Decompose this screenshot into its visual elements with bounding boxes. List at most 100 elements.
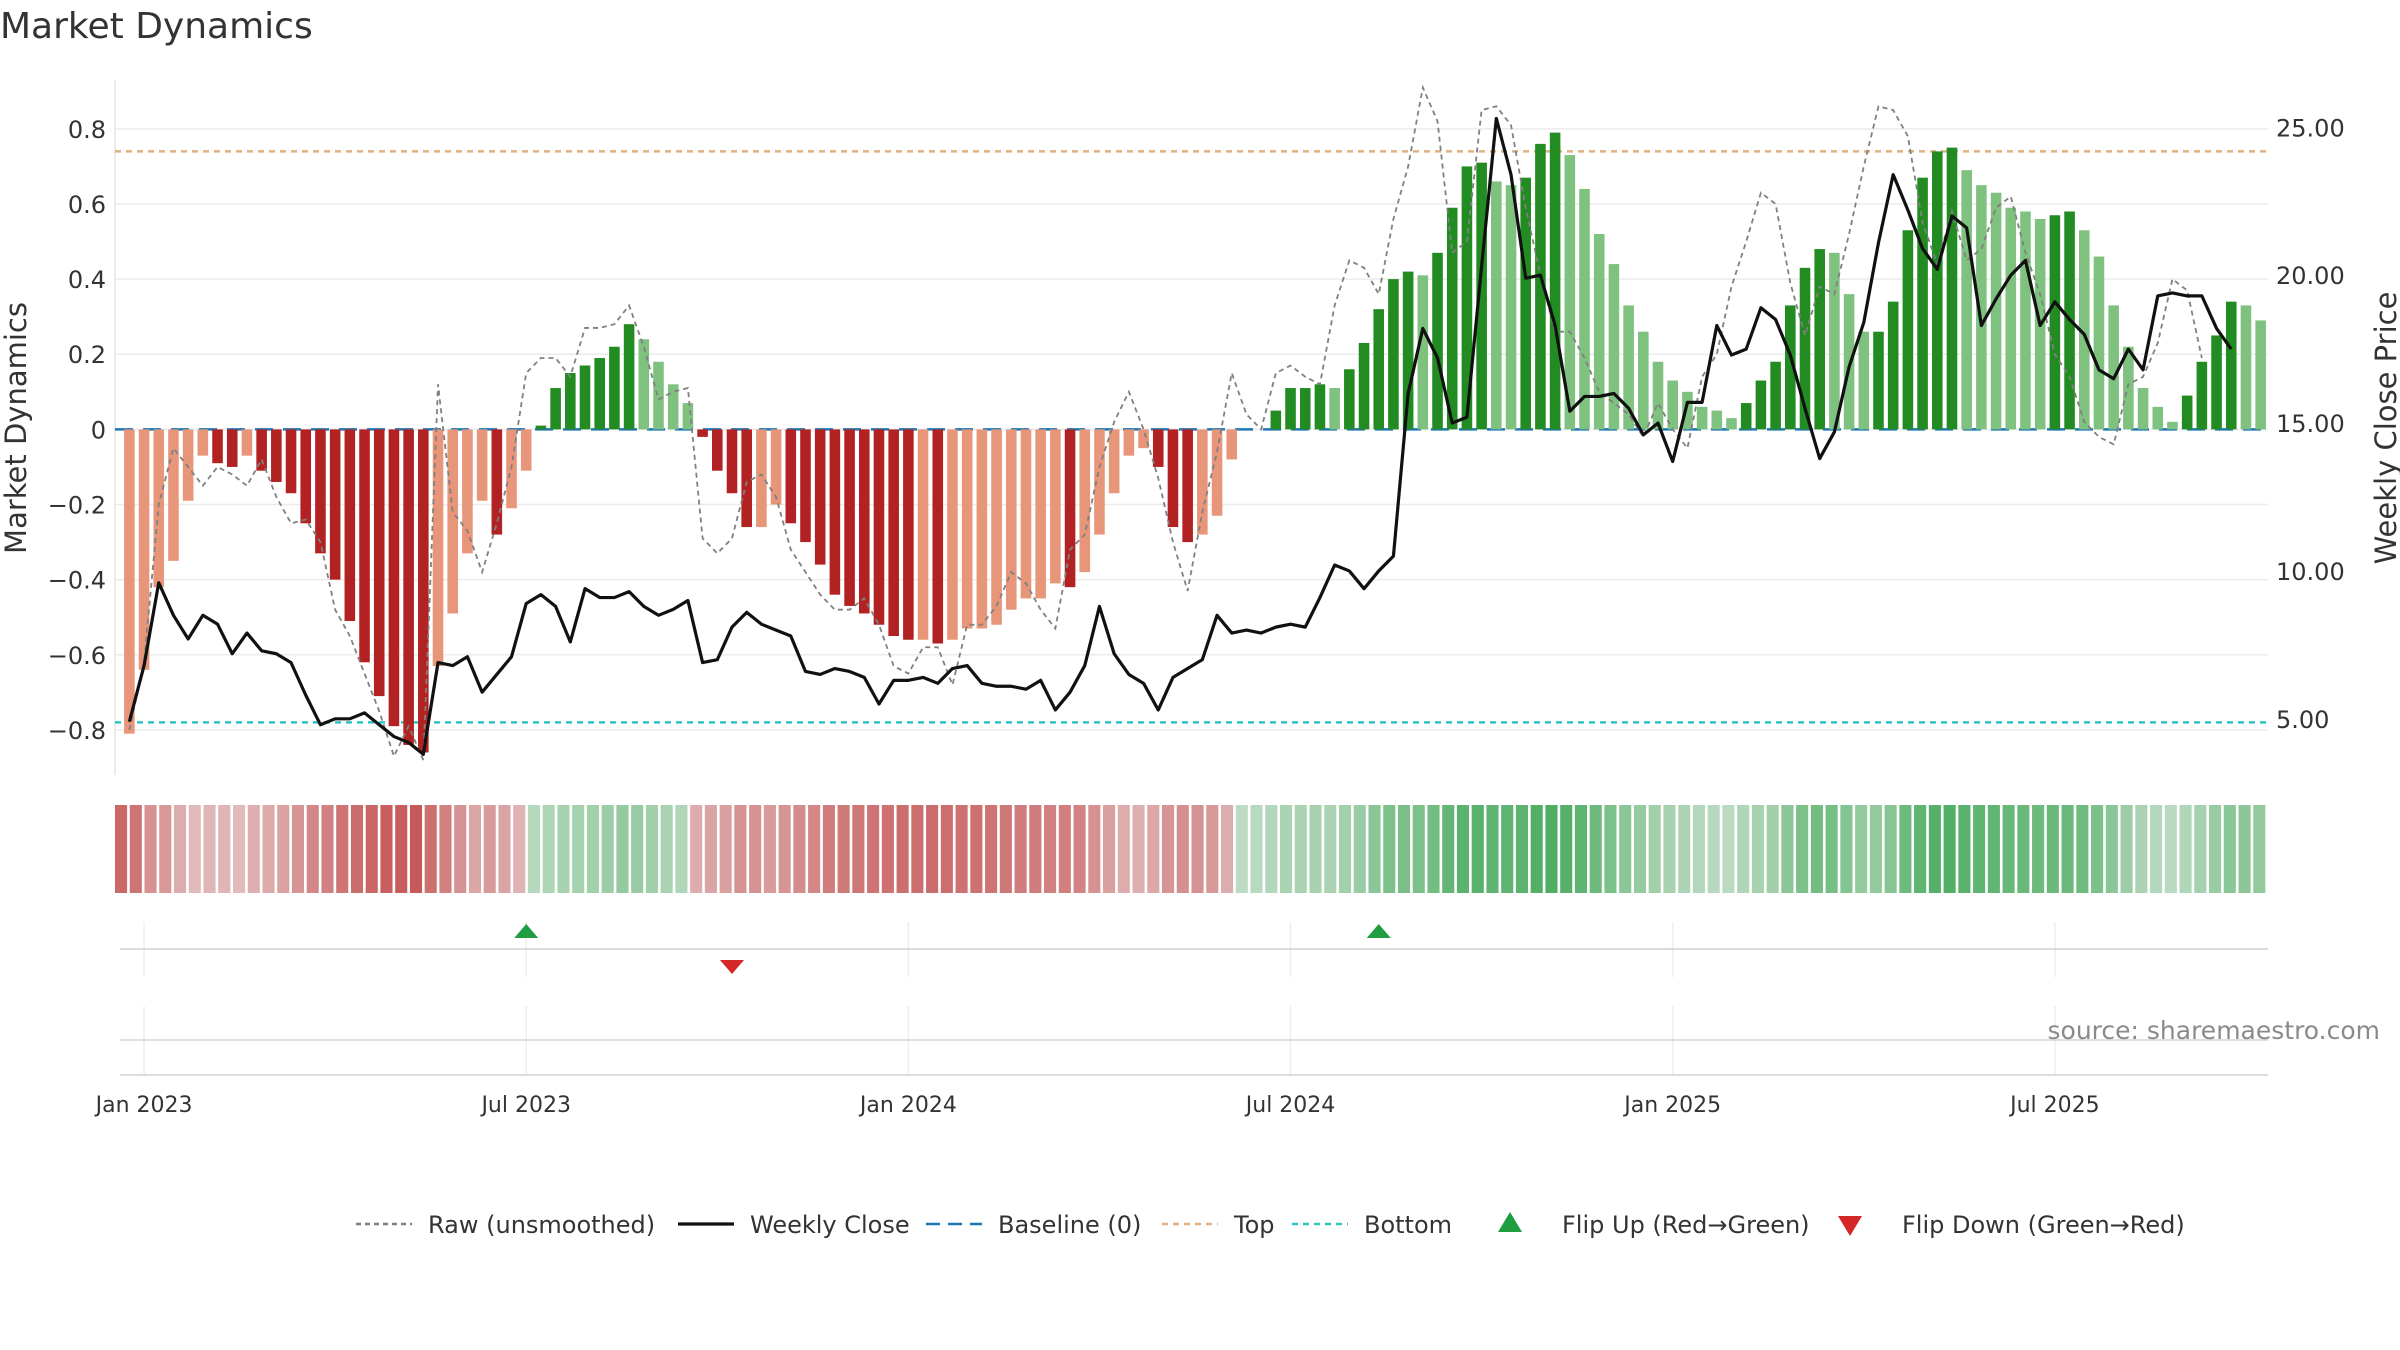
dynamics-bar — [2240, 305, 2252, 430]
dynamics-bar — [403, 429, 414, 745]
dynamics-bar — [844, 429, 855, 606]
heatmap-cell — [1589, 805, 1602, 893]
dynamics-bar — [535, 425, 547, 430]
dynamics-bar — [1211, 429, 1223, 516]
flip-up-marker — [514, 924, 539, 938]
dynamics-bar — [1344, 369, 1355, 430]
heatmap-cell — [1751, 805, 1764, 893]
heatmap-cell — [1884, 805, 1897, 893]
dynamics-bar — [961, 429, 973, 629]
heatmap-cell — [1456, 805, 1470, 893]
heatmap-cell — [218, 805, 231, 893]
dynamics-bar — [1917, 177, 1928, 430]
dynamics-bar — [565, 373, 576, 430]
regime-heatmap-strip — [115, 805, 2266, 893]
dynamics-bar — [726, 429, 738, 494]
dynamics-bar — [1990, 192, 2002, 430]
dynamics-bar — [344, 429, 356, 621]
left-tick-label: −0.2 — [48, 492, 106, 520]
dynamics-bar — [888, 429, 899, 636]
source-note: source: sharemaestro.com — [2048, 1016, 2381, 1045]
dynamics-bar — [1638, 331, 1649, 430]
heatmap-cell — [822, 805, 835, 893]
heatmap-cell — [1840, 805, 1853, 893]
x-tick-label: Jul 2023 — [479, 1093, 571, 1118]
dynamics-bar — [785, 429, 797, 524]
dynamics-bar — [2211, 335, 2222, 430]
dynamics-bar — [770, 429, 782, 505]
dynamics-bar — [991, 429, 1002, 625]
dynamics-bar — [388, 429, 400, 727]
x-tick-label: Jul 2025 — [2008, 1093, 2100, 1118]
heatmap-cell — [1103, 805, 1116, 893]
heatmap-cell — [321, 805, 334, 893]
heatmap-cell — [365, 805, 378, 893]
heatmap-cell — [173, 805, 187, 893]
heatmap-cell — [1338, 805, 1352, 893]
dynamics-bar — [712, 429, 723, 471]
left-axis-label: Market Dynamics — [0, 302, 33, 554]
dynamics-bar — [1446, 207, 1458, 430]
heatmap-cell — [1147, 805, 1160, 893]
dynamics-bar — [1152, 429, 1164, 467]
dynamics-bar — [182, 429, 194, 501]
dynamics-bar — [1182, 429, 1193, 543]
dynamics-bar — [2093, 256, 2105, 430]
dynamics-bar — [829, 429, 841, 595]
dynamics-bar — [1520, 177, 1532, 430]
dynamics-bar — [1005, 429, 1017, 610]
heatmap-cell — [940, 805, 953, 893]
heatmap-cell — [2194, 805, 2207, 893]
heatmap-cell — [1781, 805, 1794, 893]
heatmap-cell — [808, 805, 821, 893]
heatmap-cell — [2209, 805, 2222, 893]
dynamics-bar — [1020, 429, 1032, 599]
heatmap-cell — [734, 805, 747, 893]
dynamics-bar — [858, 429, 870, 614]
heatmap-cell — [1663, 805, 1676, 893]
heatmap-cell — [454, 805, 467, 893]
heatmap-cell — [1353, 805, 1366, 893]
left-tick-label: 0 — [91, 416, 106, 444]
heatmap-cell — [660, 805, 673, 893]
dynamics-bar — [1535, 143, 1546, 430]
heatmap-cell — [1722, 805, 1735, 893]
heatmap-cell — [2105, 805, 2118, 893]
heatmap-cell — [1914, 805, 1927, 893]
dynamics-bar — [814, 429, 826, 565]
heatmap-cell — [262, 805, 275, 893]
dynamics-bar — [2078, 230, 2090, 430]
dynamics-bar — [1814, 249, 1825, 430]
heatmap-cell — [1486, 805, 1499, 893]
left-tick-label: 0.4 — [68, 266, 106, 294]
dynamics-bar — [1785, 305, 1796, 430]
dynamics-bar — [329, 429, 341, 580]
heatmap-cell — [1943, 805, 1956, 893]
heatmap-cell — [1707, 805, 1720, 893]
heatmap-cell — [2002, 805, 2015, 893]
dynamics-bar — [1799, 267, 1811, 430]
dynamics-bar — [1476, 162, 1487, 430]
dynamics-bar — [1652, 361, 1664, 430]
heatmap-cell — [2046, 805, 2059, 893]
heatmap-cell — [1397, 805, 1411, 893]
weekly-close-series — [127, 116, 2233, 756]
dynamics-bar — [315, 429, 326, 554]
heatmap-cell — [1560, 805, 1573, 893]
heatmap-cell — [631, 805, 644, 893]
dynamics-bar — [667, 384, 679, 430]
dynamics-bar — [418, 429, 429, 753]
heatmap-cell — [2253, 805, 2266, 893]
heatmap-cell — [970, 805, 983, 893]
dynamics-bar — [1696, 406, 1708, 430]
right-tick-label: 5.00 — [2276, 706, 2329, 734]
heatmap-cell — [1073, 805, 1086, 893]
dynamics-bar — [256, 429, 267, 471]
dynamics-bar — [1270, 410, 1282, 430]
dynamics-bar — [1667, 380, 1678, 430]
heatmap-cell — [557, 805, 570, 893]
dynamics-bar — [1358, 342, 1370, 430]
legend-label: Flip Down (Green→Red) — [1902, 1211, 2185, 1239]
dynamics-bar — [1608, 264, 1620, 430]
